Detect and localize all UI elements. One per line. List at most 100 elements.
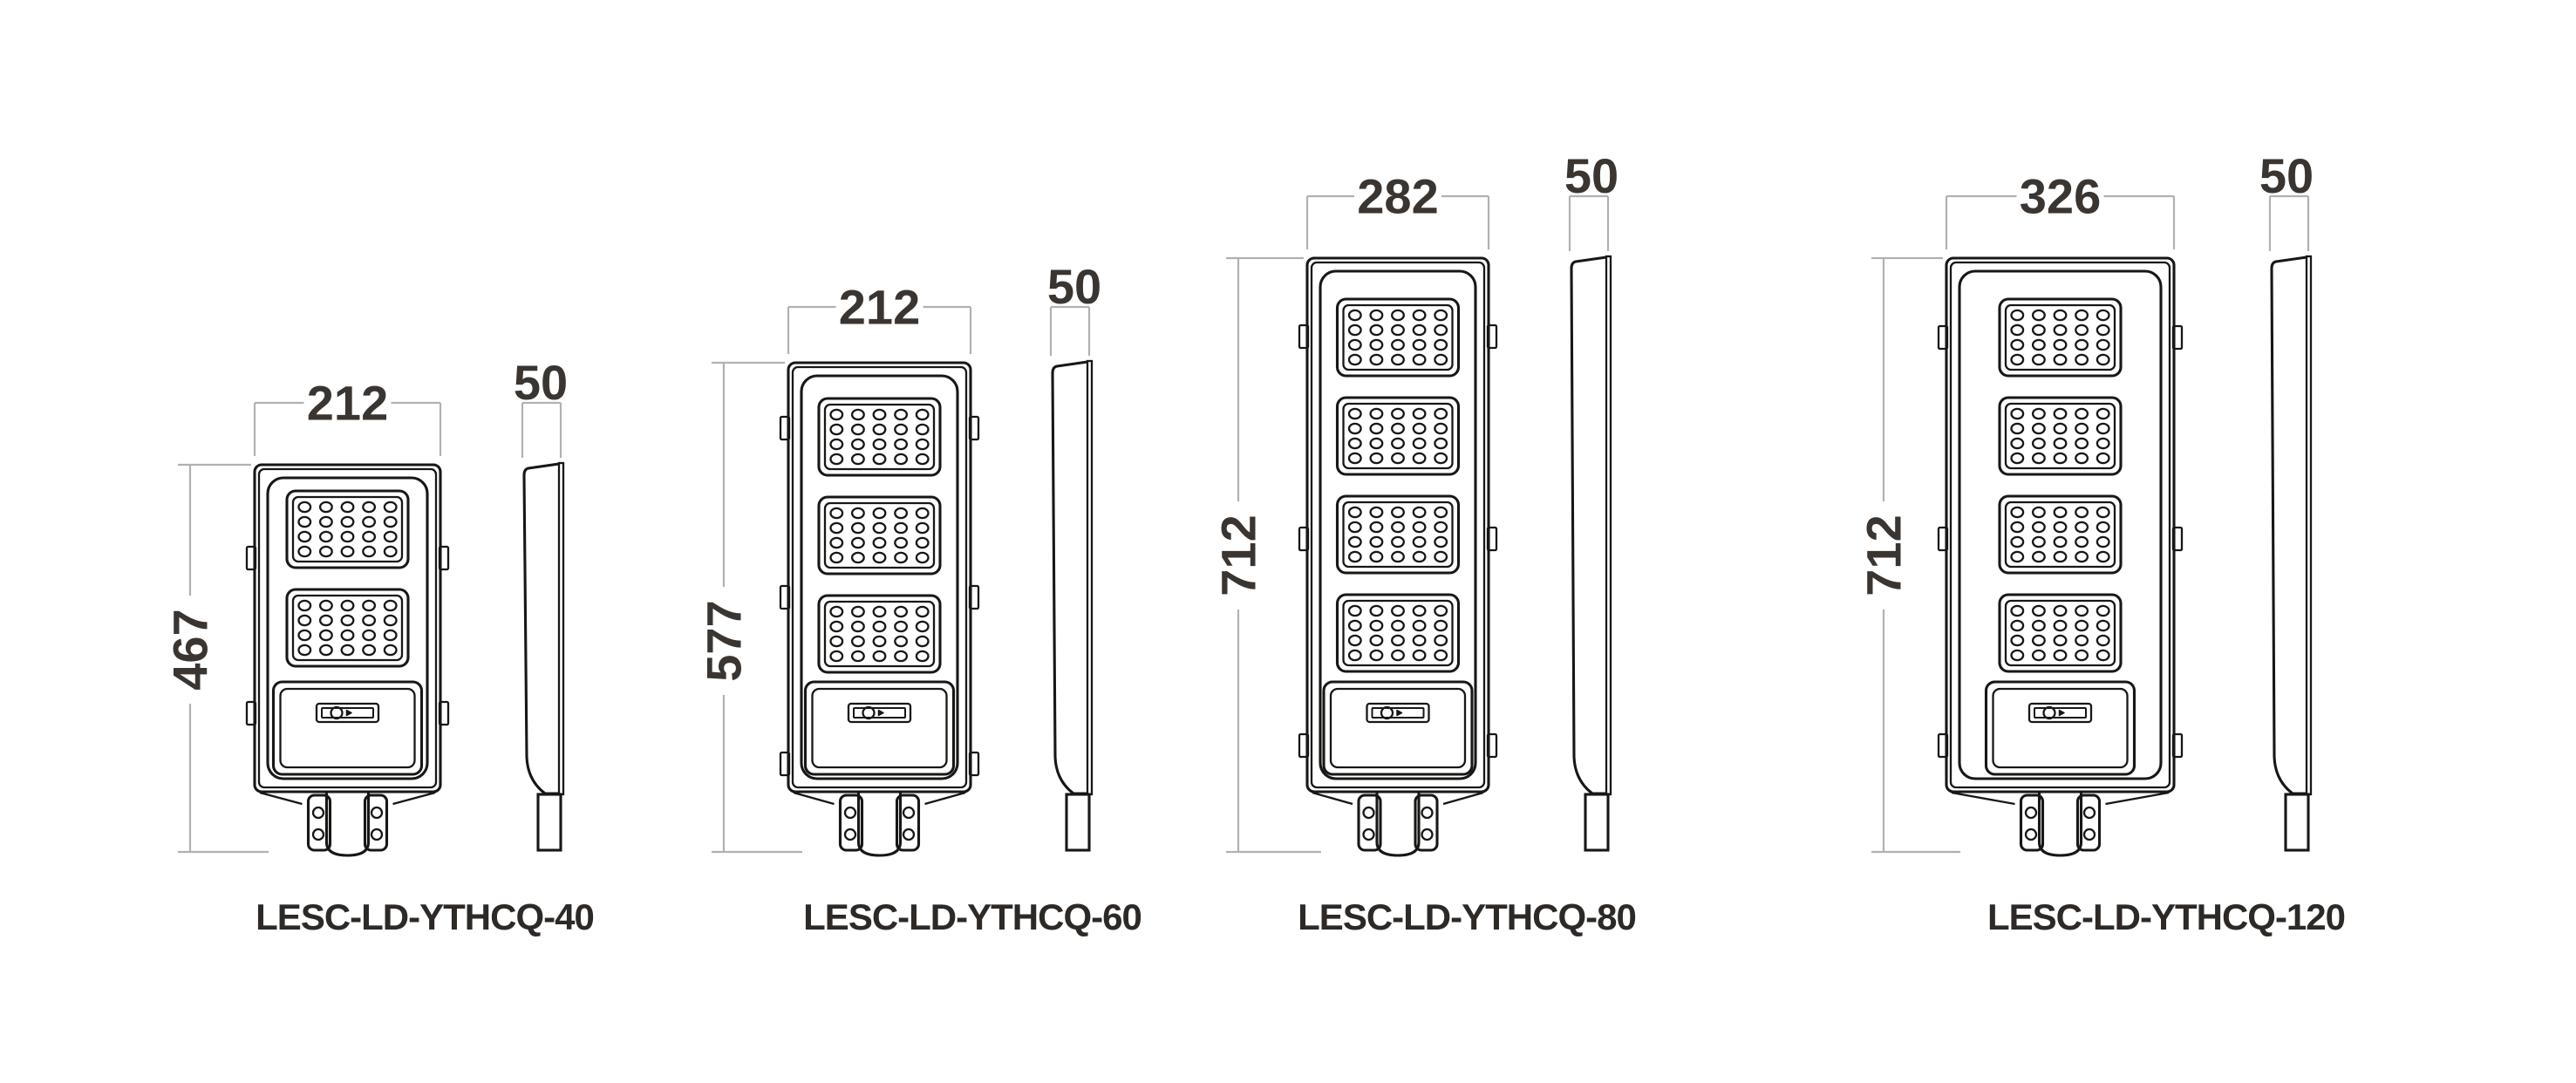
led-dot xyxy=(850,507,865,520)
sensor-knob xyxy=(330,705,344,720)
height-dimension: 712 xyxy=(1211,256,1321,854)
led-dot xyxy=(340,530,355,543)
led-dot xyxy=(1412,550,1427,563)
led-dot xyxy=(1369,353,1384,366)
led-dot xyxy=(2031,535,2046,548)
led-dot xyxy=(1434,535,1448,548)
height-dimension-value: 577 xyxy=(697,600,752,681)
led-dot xyxy=(1434,353,1448,366)
led-dot xyxy=(894,650,909,663)
led-dot xyxy=(1347,309,1362,322)
bolt-hole xyxy=(843,806,857,820)
led-panel-inner-frame xyxy=(291,594,404,662)
led-dot xyxy=(850,551,865,564)
model-label: LESC-LD-YTHCQ-80 xyxy=(1298,896,1636,937)
led-dot xyxy=(915,536,930,549)
bracket-plate-left xyxy=(2019,794,2045,852)
led-dot xyxy=(297,530,312,543)
led-panel-inner-frame xyxy=(823,403,936,471)
led-dot xyxy=(1369,604,1384,617)
led-dot xyxy=(2096,338,2110,351)
led-panel xyxy=(285,588,410,668)
led-dot xyxy=(1434,437,1448,450)
led-panel-frame xyxy=(285,489,410,569)
led-dot xyxy=(2053,338,2068,351)
height-dimension-value: 712 xyxy=(1857,514,1912,596)
led-panel-frame xyxy=(817,397,942,477)
led-dot xyxy=(829,620,844,633)
led-dot xyxy=(383,501,398,514)
dimensions: 282 50 712 xyxy=(1211,148,1619,854)
width-dimension: 326 xyxy=(1945,169,2176,249)
led-dot xyxy=(1369,619,1384,632)
led-dot xyxy=(383,644,398,657)
led-dot xyxy=(915,453,930,466)
led-dot xyxy=(2053,604,2068,617)
led-dot xyxy=(2075,353,2089,366)
led-dot xyxy=(894,620,909,633)
bolt-hole xyxy=(2082,806,2096,820)
led-dot xyxy=(1412,619,1427,632)
face-plate xyxy=(266,476,429,780)
led-dot xyxy=(318,629,333,642)
bracket-plate-left xyxy=(306,794,332,852)
led-dot xyxy=(318,545,333,558)
bracket-flare-left xyxy=(1951,791,2015,806)
led-dot xyxy=(1347,535,1362,548)
led-dot xyxy=(340,629,355,642)
bracket-flare-left xyxy=(793,791,835,806)
led-dot xyxy=(1434,506,1448,519)
product-drawing-LESC-LD-YTHCQ-80: 282 50 712 LESC-LD-YTHCQ-80 xyxy=(1211,148,1637,937)
bracket-flare-right xyxy=(924,791,966,806)
body-outline xyxy=(1945,256,2176,794)
led-dot xyxy=(1347,649,1362,662)
sensor-arrow xyxy=(345,709,352,717)
led-dot xyxy=(2031,437,2046,450)
led-dot xyxy=(383,614,398,627)
led-dot xyxy=(2010,604,2025,617)
led-dot xyxy=(894,453,909,466)
side-view xyxy=(2270,255,2313,852)
led-dot xyxy=(1391,535,1405,548)
led-dot xyxy=(1347,437,1362,450)
mount-bracket xyxy=(1951,791,2170,857)
led-dot xyxy=(915,551,930,564)
side-profile xyxy=(1570,255,1607,795)
led-dot xyxy=(383,599,398,612)
side-mounting-arm xyxy=(1065,793,1091,852)
battery-door-frame xyxy=(271,680,424,776)
bracket-column xyxy=(856,793,903,857)
led-dot xyxy=(2053,619,2068,632)
led-panel-inner-frame xyxy=(2004,501,2116,569)
width-dimension-value: 282 xyxy=(1357,169,1438,224)
led-dot xyxy=(2031,649,2046,662)
led-dot xyxy=(872,438,887,451)
bolt-hole xyxy=(1362,828,1375,841)
led-dot xyxy=(915,620,930,633)
led-dot xyxy=(2010,506,2025,519)
body-inner-outline xyxy=(791,365,968,789)
led-dot xyxy=(2075,324,2089,337)
led-dot xyxy=(1369,506,1384,519)
battery-door xyxy=(803,680,956,776)
led-dot xyxy=(2053,506,2068,519)
led-dot xyxy=(1369,437,1384,450)
led-dot xyxy=(1434,309,1448,322)
led-dot xyxy=(2031,604,2046,617)
led-dot xyxy=(2053,407,2068,420)
led-dot xyxy=(2053,550,2068,563)
led-panel-frame xyxy=(285,588,410,668)
mount-bracket xyxy=(793,791,966,857)
led-dot xyxy=(2010,634,2025,647)
led-dot xyxy=(1412,338,1427,351)
depth-dimension: 50 xyxy=(1047,259,1101,356)
led-dot xyxy=(1369,407,1384,420)
led-dot xyxy=(1391,353,1405,366)
depth-dimension: 50 xyxy=(514,355,568,458)
bracket-column xyxy=(1375,793,1421,857)
led-dot xyxy=(362,515,377,528)
led-dot xyxy=(850,453,865,466)
bolt-hole xyxy=(902,828,916,841)
led-dot xyxy=(1369,521,1384,534)
